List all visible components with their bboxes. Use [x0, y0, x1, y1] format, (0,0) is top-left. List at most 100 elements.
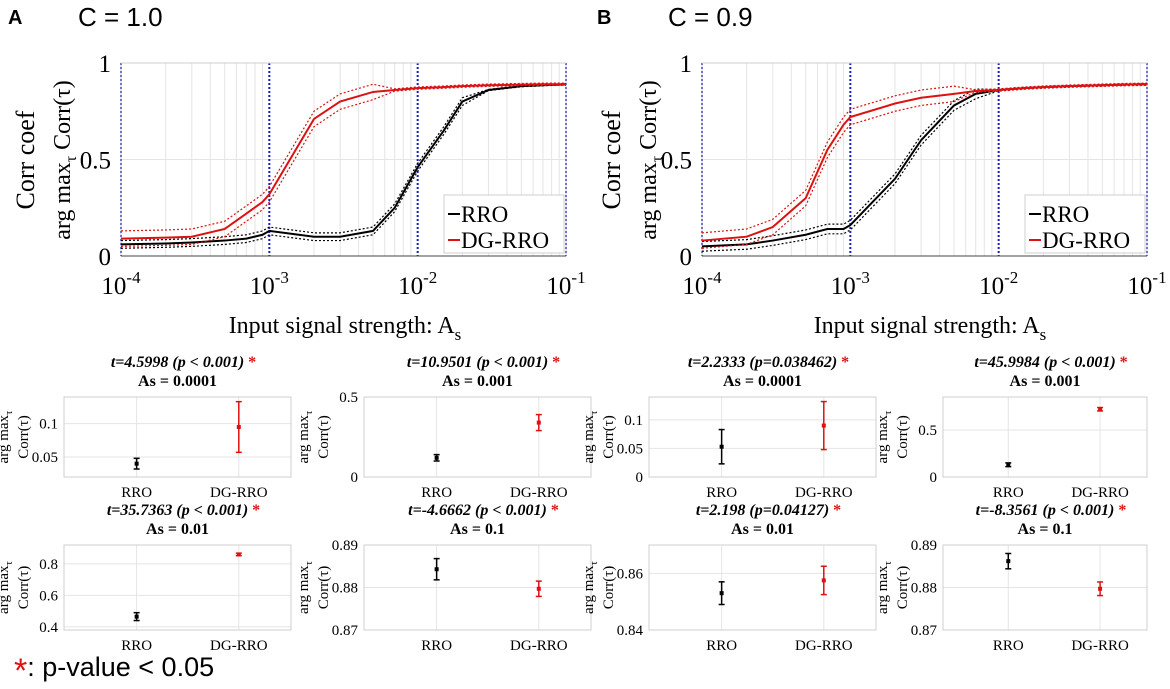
legend-box: [1024, 194, 1146, 254]
errorbar-mean-dg-rro: [536, 420, 541, 425]
y-tick-label: 0.84: [617, 623, 644, 639]
y-tick-label: 0.88: [911, 581, 937, 597]
y-tick-label: 0: [930, 470, 938, 486]
y-tick-label: 0.5: [661, 148, 692, 175]
ylabel-a-line2: arg maxτ Corr(τ): [50, 80, 80, 240]
errorbar-subplot-6: t=-4.6662 (p < 0.001) * As = 0.1 0.87 0.88 0…: [296, 502, 592, 654]
x-tick-label: DG-RRO: [1071, 638, 1129, 654]
errorbar-mean-rro: [134, 461, 139, 466]
y-tick-label: 0.8: [39, 557, 58, 573]
y-tick-label: 0.89: [332, 538, 358, 554]
panel-letter-a: A: [8, 7, 22, 29]
subplot-ylabel-top: arg maxτ: [0, 560, 15, 613]
subplot-title: As = 0.001: [442, 373, 513, 390]
x-tick-label: DG-RRO: [795, 638, 853, 654]
subplot-ylabel-main: Corr(τ): [16, 415, 32, 459]
subplot-title: As = 0.0001: [138, 373, 217, 390]
series-band-lower-rro: [701, 84, 1148, 252]
axes-box: [648, 544, 877, 631]
axes-box: [942, 396, 1148, 478]
x-tick-label: 10-1: [1127, 268, 1166, 300]
legend-label: DG-RRO: [1042, 228, 1130, 253]
errorbar-mean-dg-rro: [236, 425, 241, 429]
legend-label: DG-RRO: [461, 228, 549, 253]
series-band-upper-dg-rro: [701, 82, 1148, 234]
y-tick-label: 0: [99, 244, 112, 271]
ylabel-a: Corr coef: [11, 110, 40, 209]
errorbar-subplot-8: t=-8.3561 (p < 0.001) * As = 0.1 0.87 0.88 0…: [875, 502, 1148, 654]
xlabel-b: Input signal strength: As: [814, 313, 1047, 344]
legend-label: RRO: [1042, 202, 1089, 227]
subplot-ylabel-main: Corr(τ): [601, 566, 617, 610]
y-tick-label: 0.5: [339, 390, 358, 406]
subplot-ylabel-top: arg maxτ: [0, 410, 15, 463]
footnote-star: *: [14, 652, 27, 689]
y-tick-label: 0.87: [911, 623, 938, 639]
x-tick-label: DG-RRO: [510, 638, 568, 654]
y-tick-label: 0: [680, 244, 693, 271]
series-band-lower-dg-rro: [701, 84, 1148, 249]
x-tick-label: DG-RRO: [510, 485, 568, 501]
axes-box: [648, 396, 877, 478]
errorbar-mean-rro: [1006, 559, 1011, 564]
subplot-title: As = 0.001: [1010, 373, 1081, 390]
y-tick-label: 0.05: [617, 441, 643, 457]
errorbar-mean-rro: [719, 444, 724, 449]
subplot-title: As = 0.1: [450, 521, 505, 538]
ylabel-b-line1: Corr coef: [597, 110, 626, 209]
series-band-upper-dg-rro: [120, 82, 566, 232]
y-tick-label: 1: [680, 51, 693, 78]
y-tick-label: 0: [351, 470, 359, 486]
stat-label: t=-8.3561 (p < 0.001) *: [976, 502, 1127, 519]
x-tick-label: RRO: [121, 485, 152, 501]
y-tick-label: 1: [99, 51, 112, 78]
stat-label: t=-4.6662 (p < 0.001) *: [408, 502, 559, 519]
y-tick-label: 0.88: [332, 581, 358, 597]
errorbar-mean-dg-rro: [821, 423, 826, 428]
subplot-ylabel-top: arg maxτ: [875, 560, 894, 613]
subplot-title: As = 0.01: [731, 521, 794, 538]
axes-box: [942, 544, 1148, 631]
series-line-rro: [120, 83, 567, 246]
errorbar-mean-dg-rro: [821, 578, 826, 583]
x-tick-label: 10-1: [546, 268, 585, 300]
series-band-lower-dg-rro: [120, 84, 566, 247]
stat-label: t=45.9984 (p < 0.001) *: [974, 354, 1127, 371]
x-tick-label: RRO: [421, 638, 452, 654]
stat-label: t=10.9501 (p < 0.001) *: [407, 354, 560, 371]
subplot-ylabel-main: Corr(τ): [16, 566, 32, 610]
ylabel-b-line2: arg maxτ Corr(τ): [636, 80, 666, 240]
x-tick-label: RRO: [421, 485, 452, 501]
subplot-ylabel-main: Corr(τ): [316, 415, 332, 459]
x-tick-label: 10-3: [831, 268, 870, 300]
stat-label: t=2.2333 (p=0.038462) *: [688, 354, 849, 371]
errorbar-mean-dg-rro: [1098, 407, 1103, 412]
axes-box: [363, 396, 592, 478]
axes-box: [63, 544, 292, 631]
subplot-ylabel-main: Corr(τ): [895, 415, 911, 459]
subplot-ylabel-top: arg maxτ: [581, 410, 600, 463]
subplot-title: As = 0.01: [146, 521, 209, 538]
y-tick-label: 0: [636, 470, 644, 486]
errorbar-subplot-1: t=4.5998 (p < 0.001) * As = 0.0001 0.05 0.1…: [0, 354, 292, 501]
y-tick-label: 0.1: [624, 413, 643, 429]
x-tick-label: DG-RRO: [210, 485, 268, 501]
y-tick-label: 0.05: [32, 450, 58, 466]
legend-label: RRO: [461, 202, 508, 227]
errorbar-subplot-5: t=35.7363 (p < 0.001) * As = 0.01 0.4 0.6 0.…: [0, 502, 292, 654]
x-tick-label: DG-RRO: [1071, 485, 1129, 501]
x-tick-label: RRO: [706, 638, 737, 654]
x-tick-label: 10-2: [979, 268, 1018, 300]
panel-title-a: C = 1.0: [78, 2, 163, 32]
y-tick-label: 0.89: [911, 538, 937, 554]
subplot-ylabel-top: arg maxτ: [581, 560, 600, 613]
